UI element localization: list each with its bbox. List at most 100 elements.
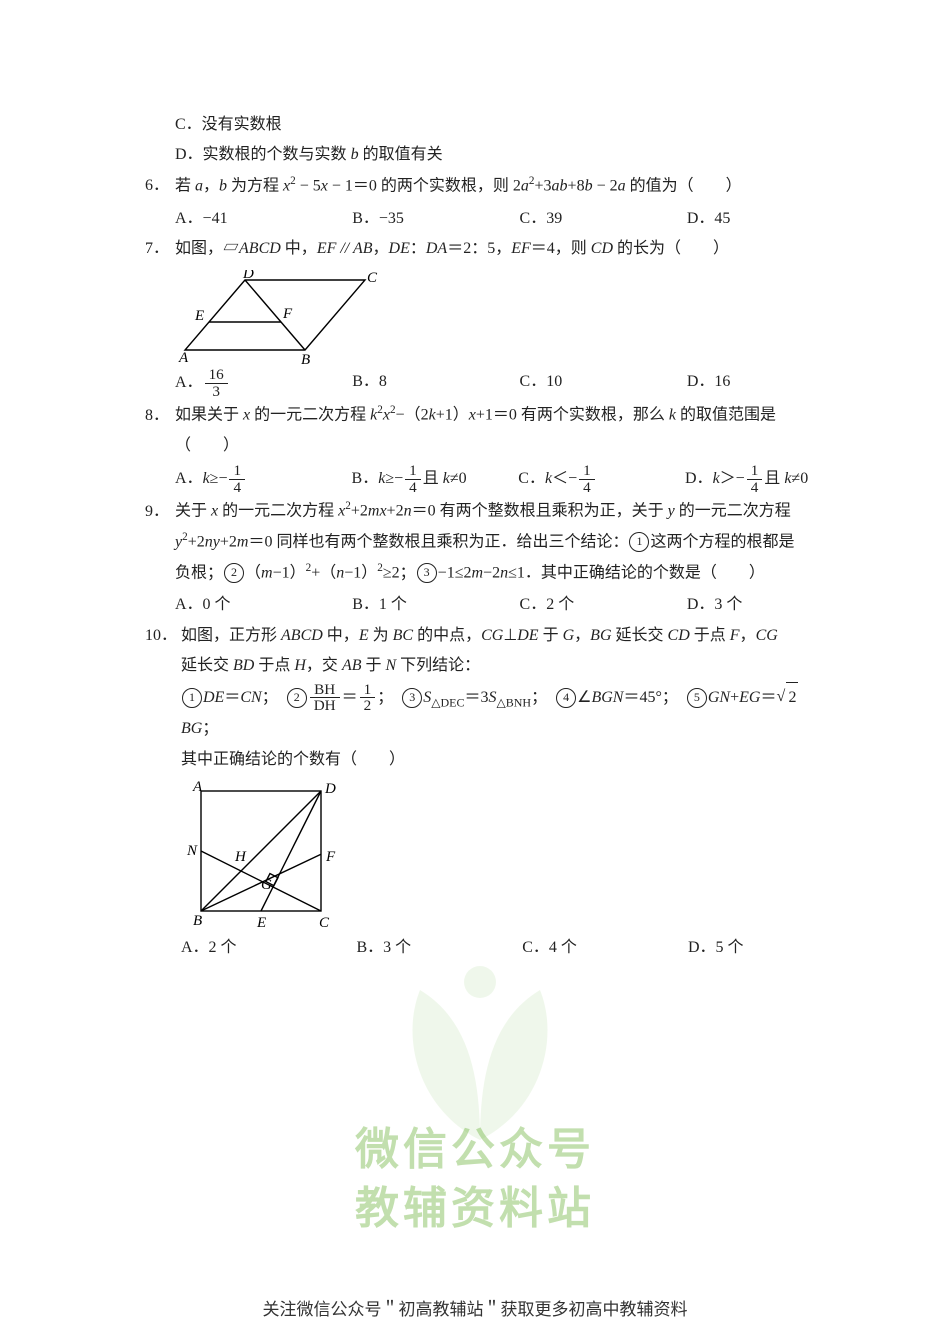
t: 为: [369, 627, 393, 644]
q10-stem-l2: 延长交 BD 于点 H，交 AB 于 N 下列结论：: [181, 651, 805, 681]
q9: 9． 关于 x 的一元二次方程 x2+2mx+2n＝0 有两个整数根且乘积为正，…: [145, 496, 805, 527]
t: m: [471, 564, 483, 581]
t: ≠0: [450, 470, 467, 487]
circ-icon: 1: [182, 688, 202, 708]
t: ∠: [577, 689, 591, 706]
lbl-A: A: [192, 781, 203, 795]
t: 的长为（ ）: [613, 240, 729, 257]
t: ，交: [306, 657, 342, 674]
t: 3: [205, 384, 228, 400]
t: GN: [708, 689, 730, 706]
t: EF // AB: [317, 240, 373, 257]
t: ≥−: [385, 470, 403, 487]
t: BH: [310, 682, 340, 699]
t: k: [713, 470, 720, 487]
watermark-line2: 教辅资料站: [0, 1179, 950, 1238]
t: b: [585, 177, 593, 194]
t: △BNH: [497, 695, 532, 709]
t: x: [383, 407, 390, 424]
q5-option-c: C．没有实数根: [175, 110, 805, 140]
t: +: [730, 689, 739, 706]
q5-option-d: D．实数根的个数与实数 b 的取值有关: [175, 140, 805, 170]
t: m: [237, 533, 249, 550]
t: −1≤2: [438, 564, 472, 581]
t: 4: [405, 480, 421, 496]
t: 2: [786, 682, 798, 713]
t: 于: [361, 657, 385, 674]
circ-icon: 4: [556, 688, 576, 708]
circ-icon: 5: [687, 688, 707, 708]
t: B．: [352, 470, 379, 487]
t: D．: [685, 470, 713, 487]
q9-b: B．1 个: [352, 590, 519, 620]
t: −（2: [396, 407, 429, 424]
t: ＞−: [720, 470, 745, 487]
t: G: [563, 627, 575, 644]
t: 为方程: [227, 177, 283, 194]
t: 1: [360, 682, 376, 699]
t: 中，: [281, 240, 317, 257]
t: N: [386, 657, 397, 674]
t: BC: [393, 627, 413, 644]
q7-number: 7．: [145, 234, 175, 264]
t: +8: [568, 177, 585, 194]
q7-stem: 如图，▱ABCD 中，EF // AB，DE：DA＝2：5，EF＝4，则 CD …: [175, 234, 805, 264]
q8-options: A．k≥−14 B．k≥−14且 k≠0 C．k＜−14 D．k＞−14且 k≠…: [175, 463, 805, 496]
t: ＝: [224, 689, 240, 706]
q8-a: A．k≥−14: [175, 463, 352, 496]
t: ，: [574, 627, 590, 644]
lbl-B: B: [301, 352, 310, 365]
lbl-D: D: [242, 270, 254, 282]
lbl-E: E: [256, 915, 266, 931]
q6-options: A．−41 B．−35 C．39 D．45: [175, 204, 805, 234]
t: a: [618, 177, 626, 194]
q8-c: C．k＜−14: [518, 463, 685, 496]
t: 4: [579, 480, 595, 496]
t: ＜−: [552, 470, 577, 487]
t: ，: [373, 240, 389, 257]
q6-a: A．−41: [175, 204, 352, 234]
q6-c: C．39: [520, 204, 687, 234]
q9-number: 9．: [145, 497, 175, 527]
q10-figure: A D N H G F B E C: [181, 781, 346, 931]
t: −1）: [273, 564, 306, 581]
t: 的中点，: [413, 627, 481, 644]
q9-stem-l2: y2+2ny+2m＝0 同样也有两个整数根且乘积为正．给出三个结论：1这两个方程…: [175, 527, 805, 558]
t: +1）: [436, 407, 469, 424]
q8: 8． 如果关于 x 的一元二次方程 k2x2−（2k+1）x+1＝0 有两个实数…: [145, 400, 805, 431]
t: ＝3: [465, 689, 489, 706]
t: BG: [590, 627, 611, 644]
t: ≠0: [791, 470, 808, 487]
t: ≥−: [210, 470, 228, 487]
t: 这两个方程的根都是: [650, 533, 794, 550]
q8-b: B．k≥−14且 k≠0: [352, 463, 519, 496]
lbl-F: F: [325, 849, 336, 865]
q10-number: 10．: [145, 621, 181, 651]
t: 如图，正方形: [181, 627, 281, 644]
t: 于点: [690, 627, 730, 644]
q7-options: A．163 B．8 C．10 D．16: [175, 367, 805, 400]
t: 若: [175, 177, 195, 194]
lbl-H: H: [234, 849, 247, 865]
t: +2: [351, 503, 368, 520]
t: a: [195, 177, 203, 194]
footer-text: 关注微信公众号＂初高教辅站＂获取更多初高中教辅资料: [0, 1295, 950, 1320]
q9-d: D．3 个: [687, 590, 805, 620]
q6: 6． 若 a，b 为方程 x2 − 5x − 1＝0 的两个实数根，则 2a2+…: [145, 171, 805, 202]
t: CD: [668, 627, 690, 644]
circ-icon: 2: [287, 688, 307, 708]
q10-b: B．3 个: [357, 933, 523, 963]
t: F: [730, 627, 740, 644]
q10-statements: 1DE＝CN； 2BHDH＝12； 3S△DEC＝3S△BNH； 4∠BGN＝4…: [181, 682, 805, 745]
watermark-line1: 微信公众号: [0, 1120, 950, 1179]
circ-icon: 3: [417, 563, 437, 583]
t: 的一元二次方程: [675, 503, 791, 520]
t: m: [368, 503, 380, 520]
lbl-C: C: [319, 915, 330, 931]
t: 1: [747, 463, 763, 480]
t: +2: [220, 533, 237, 550]
q10-c: C．4 个: [522, 933, 688, 963]
q10-d: D．5 个: [688, 933, 805, 963]
t: ab: [552, 177, 568, 194]
t: H: [294, 657, 306, 674]
